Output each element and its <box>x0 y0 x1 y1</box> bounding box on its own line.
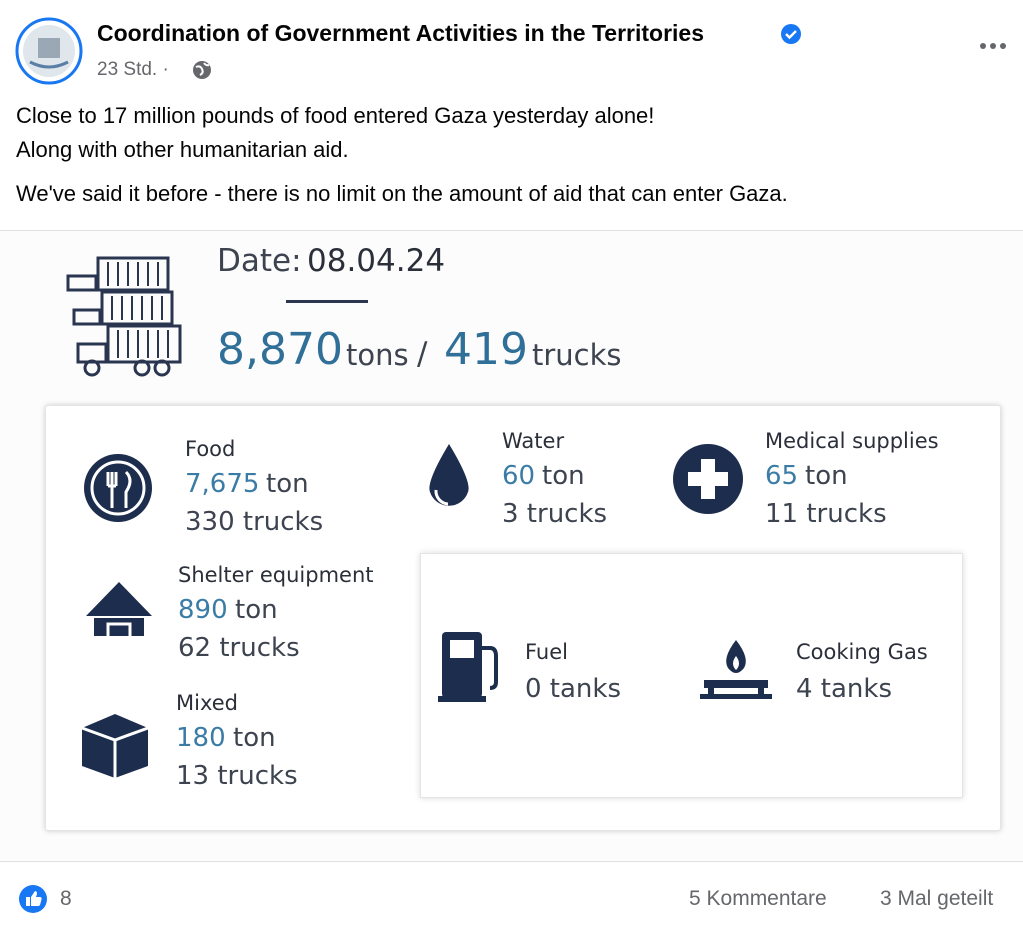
trucks-unit: trucks <box>532 338 622 372</box>
total-trucks: 419 <box>444 324 528 375</box>
item-unit: ton <box>235 595 278 625</box>
item-name: Shelter equipment <box>178 563 374 587</box>
item-trucks: 3 trucks <box>502 499 608 529</box>
food-icon <box>84 454 152 522</box>
item-name: Food <box>185 437 236 461</box>
tons-unit: tons <box>346 338 409 372</box>
fuel-card <box>420 553 963 798</box>
fuel-icon <box>438 632 498 702</box>
item-unit: ton <box>805 461 848 491</box>
post-text: We've said it before - there is no limit… <box>16 181 788 206</box>
like-count[interactable]: 8 <box>60 887 72 910</box>
item-unit: ton <box>266 469 309 499</box>
date-label: Date: <box>217 243 302 279</box>
like-icon[interactable] <box>18 884 48 914</box>
author[interactable]: Coordination of Government Activities in… <box>97 20 705 46</box>
item-trucks: 11 trucks <box>765 499 887 529</box>
item-unit: ton <box>542 461 585 491</box>
divider <box>286 300 368 303</box>
mixed-icon <box>81 714 149 778</box>
verified-badge <box>781 24 801 44</box>
post-text: Close to 17 million pounds of food enter… <box>16 103 655 128</box>
water-icon <box>429 444 469 506</box>
fuel-amount: 4 tanks <box>796 674 893 704</box>
item-unit: ton <box>233 723 276 753</box>
trucks-icon <box>66 256 182 377</box>
post-text: Along with other humanitarian aid. <box>16 137 349 162</box>
item-trucks: 62 trucks <box>178 633 300 663</box>
item-name: Water <box>502 429 565 453</box>
item-amount: 7,675 <box>185 469 260 499</box>
item-amount: 65 <box>765 461 799 491</box>
avatar[interactable] <box>14 16 84 86</box>
timestamp[interactable]: 23 Std. · <box>97 59 169 80</box>
total-tons: 8,870 <box>217 324 343 375</box>
item-amount: 180 <box>176 723 226 753</box>
cooking-gas-icon <box>700 640 772 699</box>
medical-icon <box>673 444 743 514</box>
item-amount: 890 <box>178 595 228 625</box>
item-amount: 60 <box>502 461 536 491</box>
globe-icon <box>193 61 211 79</box>
shelter-icon <box>86 582 152 636</box>
item-trucks: 13 trucks <box>176 761 298 791</box>
fuel-name: Fuel <box>525 640 568 664</box>
comment-count[interactable]: 5 Kommentare <box>689 887 827 910</box>
slash: / <box>417 336 428 372</box>
date: 08.04.24 <box>307 243 446 279</box>
more-button[interactable] <box>978 40 1010 52</box>
item-name: Mixed <box>176 691 238 715</box>
item-name: Medical supplies <box>765 429 939 453</box>
item-trucks: 330 trucks <box>185 507 324 537</box>
fuel-name: Cooking Gas <box>796 640 928 664</box>
share-count[interactable]: 3 Mal geteilt <box>880 887 994 910</box>
fuel-amount: 0 tanks <box>525 674 622 704</box>
